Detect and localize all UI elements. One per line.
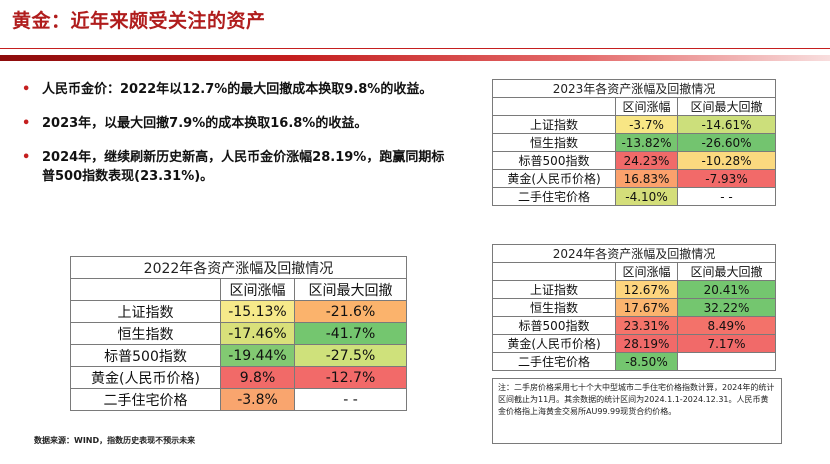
- bullet-text: 2024年，继续刷新历史新高，人民币金价涨幅28.19%，跑赢同期标普500指数…: [42, 150, 445, 184]
- gain-cell: -19.44%: [220, 344, 295, 367]
- asset-name: 恒生指数: [492, 298, 616, 317]
- table-row: 黄金(人民币价格) 16.83% -7.93%: [492, 169, 776, 188]
- table-row: 黄金(人民币价格) 9.8% -12.7%: [70, 366, 407, 389]
- table-row: 恒生指数 -17.46% -41.7%: [70, 322, 407, 345]
- bullet-item: • 2023年，以最大回撤7.9%的成本换取16.8%的收益。: [22, 114, 452, 133]
- max-drawdown-cell: 20.41%: [677, 280, 776, 299]
- asset-name: 上证指数: [70, 300, 221, 323]
- table-caption: 2022年各资产涨幅及回撤情况: [70, 256, 407, 279]
- asset-name: 恒生指数: [492, 133, 616, 152]
- header-gain: 区间涨幅: [615, 97, 678, 116]
- asset-name: 二手住宅价格: [492, 187, 616, 206]
- table-row: 上证指数 -15.13% -21.6%: [70, 300, 407, 323]
- gain-cell: -4.10%: [615, 187, 678, 206]
- table-row: 标普500指数 -19.44% -27.5%: [70, 344, 407, 367]
- table-header-row: 区间涨幅 区间最大回撤: [492, 97, 776, 116]
- asset-name: 黄金(人民币价格): [492, 334, 616, 353]
- table-row: 标普500指数 23.31% 8.49%: [492, 316, 776, 335]
- gain-cell: 9.8%: [220, 366, 295, 389]
- table-header-row: 区间涨幅 区间最大回撤: [70, 278, 407, 301]
- gain-cell: 23.31%: [615, 316, 678, 335]
- bullet-item: • 2024年，继续刷新历史新高，人民币金价涨幅28.19%，跑赢同期标普500…: [22, 148, 452, 186]
- bullet-list: • 人民币金价：2022年以12.7%的最大回撤成本换取9.8%的收益。 • 2…: [22, 80, 452, 201]
- gain-cell: 16.83%: [615, 169, 678, 188]
- table-2022: 2022年各资产涨幅及回撤情况 区间涨幅 区间最大回撤 上证指数 -15.13% -21.…: [70, 256, 407, 411]
- max-drawdown-cell: -12.7%: [294, 366, 407, 389]
- header-max-drawdown: 区间最大回撤: [294, 278, 407, 301]
- data-source: 数据来源：WIND，指数历史表现不预示未来: [34, 436, 196, 445]
- gain-cell: 24.23%: [615, 151, 678, 170]
- max-drawdown-cell: -10.28%: [677, 151, 776, 170]
- title-divider: [0, 48, 830, 49]
- asset-name: 二手住宅价格: [70, 388, 221, 411]
- gain-cell: -15.13%: [220, 300, 295, 323]
- max-drawdown-cell: -26.60%: [677, 133, 776, 152]
- gain-cell: 12.67%: [615, 280, 678, 299]
- bullet-item: • 人民币金价：2022年以12.7%的最大回撤成本换取9.8%的收益。: [22, 80, 452, 99]
- max-drawdown-cell: 32.22%: [677, 298, 776, 317]
- table-header-row: 区间涨幅 区间最大回撤: [492, 262, 776, 281]
- max-drawdown-cell: - -: [677, 187, 776, 206]
- max-drawdown-cell: -7.93%: [677, 169, 776, 188]
- table-caption-row: 2024年各资产涨幅及回撤情况: [492, 244, 776, 263]
- gain-cell: 28.19%: [615, 334, 678, 353]
- asset-name: 恒生指数: [70, 322, 221, 345]
- table-caption-row: 2022年各资产涨幅及回撤情况: [70, 256, 407, 279]
- gain-cell: 17.67%: [615, 298, 678, 317]
- header-blank: [492, 262, 616, 281]
- asset-name: 黄金(人民币价格): [492, 169, 616, 188]
- bullet-dot-icon: •: [22, 116, 31, 131]
- max-drawdown-cell: -41.7%: [294, 322, 407, 345]
- asset-name: 上证指数: [492, 280, 616, 299]
- table-row: 二手住宅价格 -8.50%: [492, 352, 776, 371]
- header-max-drawdown: 区间最大回撤: [677, 262, 776, 281]
- table-row: 二手住宅价格 -4.10% - -: [492, 187, 776, 206]
- asset-name: 标普500指数: [492, 316, 616, 335]
- gain-cell: -3.8%: [220, 388, 295, 411]
- table-2023: 2023年各资产涨幅及回撤情况 区间涨幅 区间最大回撤 上证指数 -3.7% -14.61…: [492, 79, 776, 206]
- asset-name: 黄金(人民币价格): [70, 366, 221, 389]
- gain-cell: -3.7%: [615, 115, 678, 134]
- table-row: 上证指数 12.67% 20.41%: [492, 280, 776, 299]
- footnote-box: 注：二手房价格采用七十个大中型城市二手住宅价格指数计算，2024年的统计区间截止…: [492, 378, 782, 444]
- max-drawdown-cell: 8.49%: [677, 316, 776, 335]
- table-caption-row: 2023年各资产涨幅及回撤情况: [492, 79, 776, 98]
- asset-name: 标普500指数: [70, 344, 221, 367]
- header-blank: [70, 278, 221, 301]
- gain-cell: -17.46%: [220, 322, 295, 345]
- asset-name: 上证指数: [492, 115, 616, 134]
- header-gain: 区间涨幅: [615, 262, 678, 281]
- gain-cell: -13.82%: [615, 133, 678, 152]
- page-title: 黄金：近年来颇受关注的资产: [12, 10, 266, 32]
- max-drawdown-cell: - -: [294, 388, 407, 411]
- max-drawdown-cell: -27.5%: [294, 344, 407, 367]
- bullet-dot-icon: •: [22, 82, 31, 97]
- table-row: 恒生指数 -13.82% -26.60%: [492, 133, 776, 152]
- table-2024: 2024年各资产涨幅及回撤情况 区间涨幅 区间最大回撤 上证指数 12.67% 20.41…: [492, 244, 776, 371]
- table-row: 上证指数 -3.7% -14.61%: [492, 115, 776, 134]
- asset-name: 二手住宅价格: [492, 352, 616, 371]
- bullet-text: 人民币金价：2022年以12.7%的最大回撤成本换取9.8%的收益。: [42, 82, 433, 97]
- bullet-text: 2023年，以最大回撤7.9%的成本换取16.8%的收益。: [42, 116, 368, 131]
- max-drawdown-cell: 7.17%: [677, 334, 776, 353]
- table-row: 标普500指数 24.23% -10.28%: [492, 151, 776, 170]
- table-row: 二手住宅价格 -3.8% - -: [70, 388, 407, 411]
- header-max-drawdown: 区间最大回撤: [677, 97, 776, 116]
- bullet-dot-icon: •: [22, 150, 31, 165]
- gain-cell: -8.50%: [615, 352, 678, 371]
- table-row: 恒生指数 17.67% 32.22%: [492, 298, 776, 317]
- header-blank: [492, 97, 616, 116]
- title-gradient-bar: [0, 55, 830, 61]
- table-row: 黄金(人民币价格) 28.19% 7.17%: [492, 334, 776, 353]
- asset-name: 标普500指数: [492, 151, 616, 170]
- max-drawdown-cell: [677, 352, 776, 371]
- max-drawdown-cell: -14.61%: [677, 115, 776, 134]
- table-caption: 2024年各资产涨幅及回撤情况: [492, 244, 776, 263]
- max-drawdown-cell: -21.6%: [294, 300, 407, 323]
- header-gain: 区间涨幅: [220, 278, 295, 301]
- table-caption: 2023年各资产涨幅及回撤情况: [492, 79, 776, 98]
